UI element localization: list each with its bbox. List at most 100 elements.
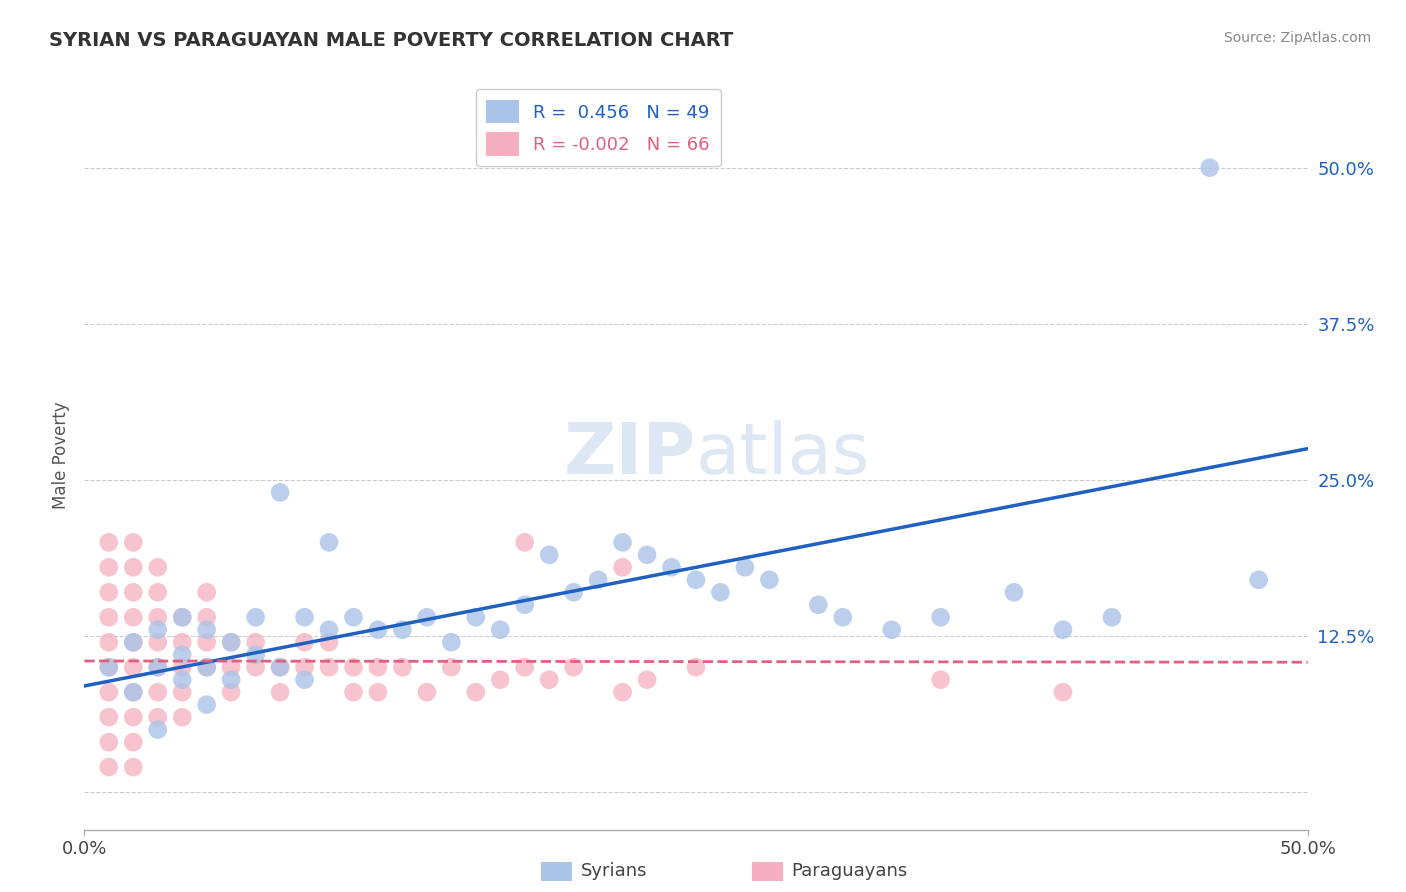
Point [538, 548, 561, 562]
Text: ZIP: ZIP [564, 420, 696, 490]
Legend: R =  0.456   N = 49, R = -0.002   N = 66: R = 0.456 N = 49, R = -0.002 N = 66 [475, 89, 721, 167]
Point [245, 660, 267, 674]
Point [97, 660, 120, 674]
Point [122, 585, 145, 599]
Point [318, 635, 340, 649]
Point [612, 535, 634, 549]
Point [122, 660, 145, 674]
Point [269, 660, 291, 674]
Point [294, 610, 316, 624]
Point [195, 660, 218, 674]
Point [367, 685, 389, 699]
Point [1052, 685, 1074, 699]
Point [294, 660, 316, 674]
Point [122, 560, 145, 574]
Point [1198, 161, 1220, 175]
Point [513, 660, 536, 674]
Point [1247, 573, 1270, 587]
Point [97, 535, 120, 549]
Point [562, 660, 585, 674]
Point [245, 610, 267, 624]
Point [146, 560, 169, 574]
Point [416, 685, 439, 699]
Text: Syrians: Syrians [581, 863, 647, 880]
Point [513, 535, 536, 549]
Point [219, 635, 242, 649]
Point [318, 535, 340, 549]
Point [734, 560, 756, 574]
Point [219, 685, 242, 699]
Point [612, 560, 634, 574]
Point [172, 673, 194, 687]
Point [97, 635, 120, 649]
Point [219, 673, 242, 687]
Text: Source: ZipAtlas.com: Source: ZipAtlas.com [1223, 31, 1371, 45]
Point [709, 585, 731, 599]
Point [146, 635, 169, 649]
Point [464, 610, 486, 624]
Point [489, 623, 512, 637]
Point [97, 735, 120, 749]
Point [929, 610, 952, 624]
Point [97, 760, 120, 774]
Point [172, 710, 194, 724]
Point [636, 673, 658, 687]
Point [880, 623, 903, 637]
Point [318, 660, 340, 674]
Point [831, 610, 853, 624]
Point [391, 660, 413, 674]
Point [318, 623, 340, 637]
Point [122, 635, 145, 649]
Point [538, 673, 561, 687]
Point [172, 610, 194, 624]
Point [464, 685, 486, 699]
Point [195, 660, 218, 674]
Point [929, 673, 952, 687]
Point [97, 685, 120, 699]
Point [122, 735, 145, 749]
Point [122, 685, 145, 699]
Point [586, 573, 609, 587]
Point [685, 573, 707, 587]
Point [391, 623, 413, 637]
Point [636, 548, 658, 562]
Point [269, 485, 291, 500]
Point [440, 635, 463, 649]
Point [122, 610, 145, 624]
Point [513, 598, 536, 612]
Point [122, 635, 145, 649]
Point [172, 648, 194, 662]
Point [122, 535, 145, 549]
Point [122, 710, 145, 724]
Point [758, 573, 780, 587]
Point [172, 635, 194, 649]
Point [146, 660, 169, 674]
Point [342, 660, 364, 674]
Point [219, 660, 242, 674]
Point [245, 635, 267, 649]
Point [416, 610, 439, 624]
Point [97, 610, 120, 624]
Point [172, 685, 194, 699]
Point [1101, 610, 1123, 624]
Point [342, 610, 364, 624]
Point [195, 635, 218, 649]
Point [562, 585, 585, 599]
Point [195, 623, 218, 637]
Y-axis label: Male Poverty: Male Poverty [52, 401, 70, 508]
Point [195, 610, 218, 624]
Point [122, 685, 145, 699]
Point [97, 710, 120, 724]
Point [97, 560, 120, 574]
Point [807, 598, 830, 612]
Point [367, 660, 389, 674]
Point [342, 685, 364, 699]
Point [661, 560, 683, 574]
Point [146, 585, 169, 599]
Text: SYRIAN VS PARAGUAYAN MALE POVERTY CORRELATION CHART: SYRIAN VS PARAGUAYAN MALE POVERTY CORREL… [49, 31, 734, 50]
Point [685, 660, 707, 674]
Point [219, 635, 242, 649]
Point [269, 660, 291, 674]
Point [367, 623, 389, 637]
Point [294, 673, 316, 687]
